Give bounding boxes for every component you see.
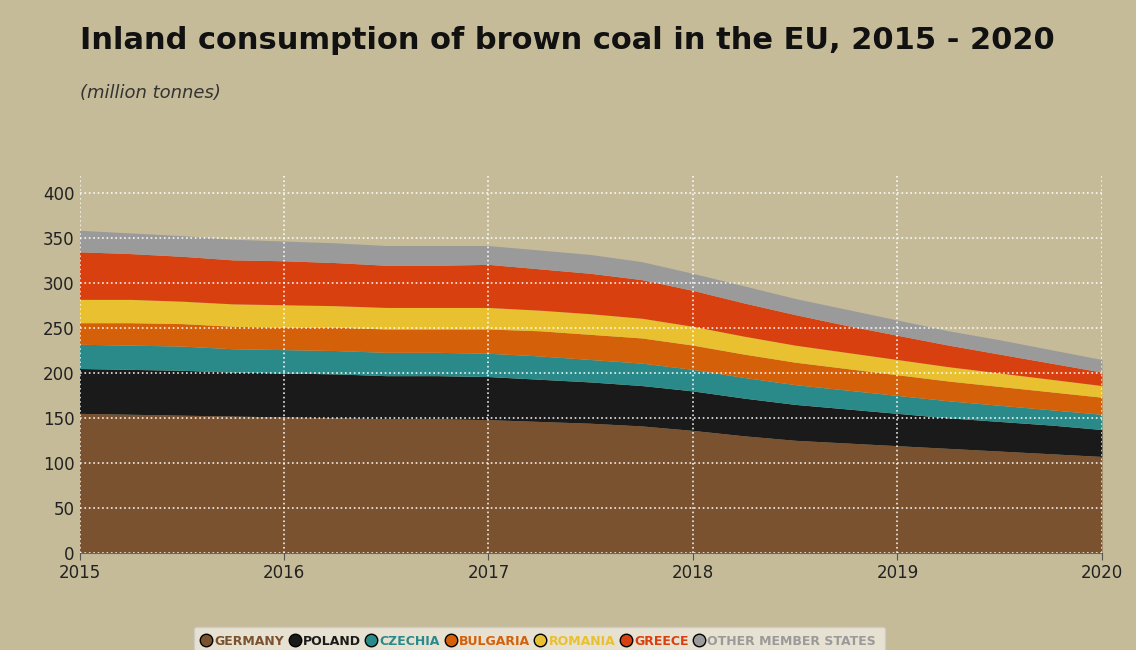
Text: (million tonnes): (million tonnes) — [80, 84, 220, 103]
Legend: GERMANY, POLAND, CZECHIA, BULGARIA, ROMANIA, GREECE, OTHER MEMBER STATES: GERMANY, POLAND, CZECHIA, BULGARIA, ROMA… — [194, 627, 885, 650]
Text: Inland consumption of brown coal in the EU, 2015 - 2020: Inland consumption of brown coal in the … — [80, 26, 1054, 55]
